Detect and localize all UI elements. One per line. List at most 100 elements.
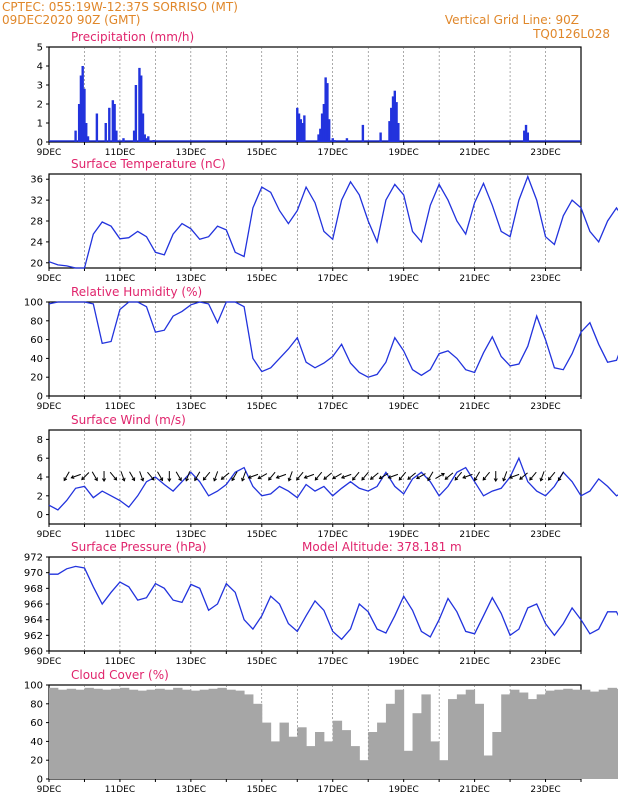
precip-bar [134,85,138,142]
cloud-cover-bar [49,687,59,779]
wind-direction-arrow [341,473,352,479]
cloud-cover-bar [616,688,618,779]
precip-bar [393,90,396,142]
wind-direction-arrow [502,471,508,481]
wind-direction-arrow [407,472,416,480]
cloud-cover-bar [182,689,192,779]
precip-bar [317,134,320,142]
wind-arrow-head [303,475,308,479]
wind-x-tick-label: 21DEC [459,530,489,540]
cloud-cover-bar [217,687,227,779]
wind-x-tick-label: 11DEC [105,530,135,540]
precip-bar [145,138,148,142]
wind-arrow-head [415,475,420,480]
wind-arrow-head [178,477,182,482]
precip-x-tick-label: 15DEC [247,148,277,158]
wind-arrow-head [462,475,467,479]
pres-title: Surface Pressure (hPa) [71,540,207,554]
wind-arrow-head [454,476,459,481]
wind-arrow-head [407,476,412,480]
temp-x-tick-label: 19DEC [388,274,418,284]
cloud-cover-bar [563,688,573,779]
cloud-cover-bar [190,690,201,779]
precip-x-tick-label: 23DEC [530,148,560,158]
precip-y-tick-label: 4 [37,62,43,73]
cloud-y-tick-label: 80 [30,699,43,710]
precip-bar [83,88,86,142]
pres-y-tick-label: 968 [24,584,43,595]
wind-arrow-head [539,477,544,482]
precip-bar [115,130,118,142]
cloud-cover-bar [572,689,582,779]
cloud-cover-bar [341,730,351,779]
cloud-cover-bar [235,690,245,779]
cloud-cover-bar [483,755,493,779]
wind-arrow-head [167,478,172,482]
rh-x-tick-label: 15DEC [247,402,277,412]
wind-y-tick-label: 0 [37,510,43,521]
wind-direction-arrow [268,471,276,481]
temp-y-tick-label: 20 [30,258,43,269]
cloud-cover-bar [589,691,600,779]
wind-arrow-head [493,478,498,482]
cloud-cover-bar [199,689,210,779]
pres-x-tick-label: 15DEC [247,657,277,667]
precip-bar [397,123,400,142]
precip-x-tick-label: 11DEC [105,148,135,158]
precip-x-tick-label: 21DEC [459,148,489,158]
cloud-cover-bar [155,688,165,779]
precip-bar [296,107,299,142]
pres-y-tick-label: 960 [24,647,43,658]
precip-bar [95,113,99,142]
cloud-x-tick-label: 19DEC [388,785,418,795]
wind-direction-arrow [241,471,247,481]
wind-direction-arrow [296,471,304,481]
cloud-cover-bar [403,750,414,779]
cloud-y-tick-label: 0 [37,775,43,786]
precip-bar [524,124,528,142]
wind-x-tick-label: 23DEC [530,530,560,540]
pres-y-tick-label: 972 [24,553,43,564]
pres-y-tick-label: 964 [24,615,43,626]
precip-frame [48,46,582,143]
pres-series-line [49,565,618,641]
precip-bar [324,77,327,142]
cloud-cover-bar [350,746,360,779]
cloud-cover-bar [57,689,68,779]
cloud-cover-bar [359,760,369,779]
precip-bar [345,138,349,142]
wind-x-tick-label: 15DEC [247,530,277,540]
cloud-title: Cloud Cover (%) [71,668,169,682]
cloud-cover-bar [84,687,94,779]
wind-direction-arrow [221,472,230,480]
rh-y-tick-label: 100 [24,298,43,309]
cloud-cover-bar [536,694,547,779]
cloud-cover-bar [430,741,440,779]
cloud-cover-bar [456,694,467,779]
wind-arrow-head [247,475,252,479]
pres-x-tick-label: 23DEC [530,657,560,667]
grid-line-note: Vertical Grid Line: 90Z [444,13,579,27]
wind-direction-arrow [482,471,491,481]
cloud-cover-bar [261,722,272,779]
rh-series-line [48,301,618,378]
wind-direction-arrow [248,473,259,479]
cloud-cover-bar [527,699,538,779]
cloud-cover-bar [554,689,564,779]
precip-title: Precipitation (mm/h) [71,30,194,44]
wind-arrow-head [519,476,523,480]
precip-bar [85,123,88,142]
precip-bar [140,75,143,142]
wind-direction-arrow [203,471,211,481]
cloud-cover-bar [93,688,103,779]
wind-arrow-head [369,476,374,480]
pres-x-tick-label: 17DEC [318,657,348,667]
precip-bar [297,113,301,142]
temp-y-tick-label: 36 [30,175,43,186]
wind-direction-arrow [139,471,144,481]
cloud-cover-bar [252,703,263,779]
precip-bar [391,96,395,142]
wind-direction-arrow [548,471,556,481]
cloud-cover-bar [510,689,520,779]
